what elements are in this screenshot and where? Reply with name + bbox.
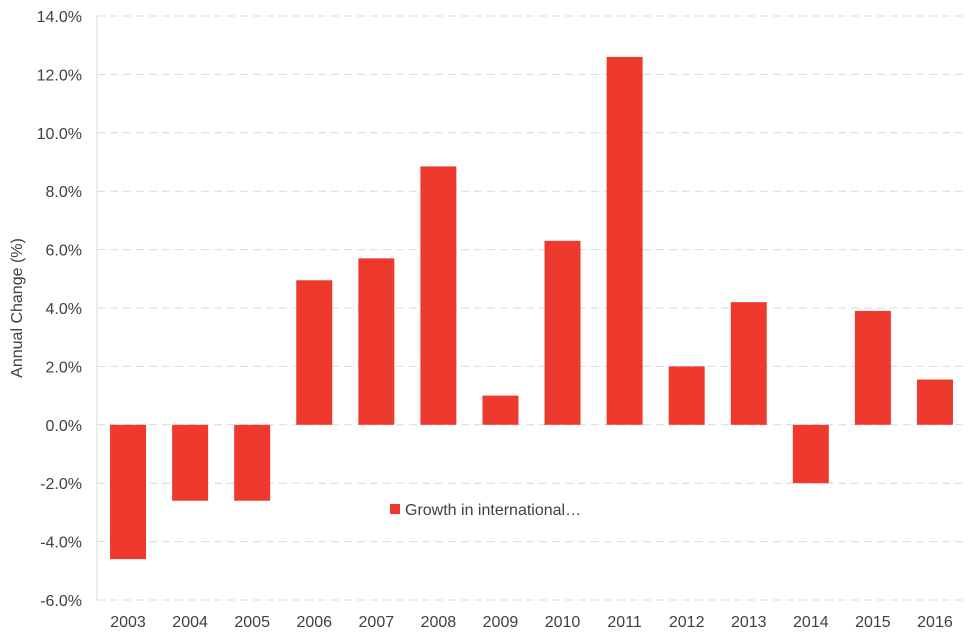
bar-2007: [358, 258, 395, 425]
bar-2011: [606, 56, 643, 425]
bar-2005: [234, 424, 271, 501]
y-tick-label: 14.0%: [37, 9, 82, 26]
y-axis-title: Annual Change (%): [9, 238, 26, 378]
bar-2010: [544, 240, 581, 425]
bar-2012: [668, 366, 705, 425]
x-tick-label: 2009: [483, 614, 519, 631]
y-tick-label: 2.0%: [46, 359, 82, 376]
legend: Growth in international…: [390, 502, 581, 519]
y-tick-label: -4.0%: [40, 535, 82, 552]
y-tick-label: 12.0%: [37, 67, 82, 84]
y-tick-label: 10.0%: [37, 126, 82, 143]
y-tick-label: 8.0%: [46, 184, 82, 201]
x-tick-label: 2010: [545, 614, 581, 631]
bar-2015: [854, 310, 891, 425]
x-tick-label: 2008: [421, 614, 457, 631]
bars: [110, 56, 953, 560]
x-tick-label: 2004: [172, 614, 208, 631]
x-tick-label: 2015: [855, 614, 891, 631]
x-tick-label: 2016: [917, 614, 953, 631]
bar-2013: [730, 302, 767, 425]
legend-label: Growth in international…: [405, 502, 581, 519]
bar-2016: [916, 379, 953, 425]
x-tick-label: 2006: [296, 614, 332, 631]
y-tick-labels: -6.0% -4.0% -2.0% 0.0% 2.0% 4.0% 6.0% 8.0% 10.0%…: [37, 9, 82, 610]
bar-2003: [110, 424, 147, 560]
y-tick-label: -2.0%: [40, 476, 82, 493]
bar-2006: [296, 280, 333, 425]
y-tick-label: 4.0%: [46, 301, 82, 318]
y-tick-label: 6.0%: [46, 243, 82, 260]
x-tick-label: 2014: [793, 614, 829, 631]
bar-2008: [420, 166, 457, 425]
x-tick-labels: 2003 2004 2005 2006 2007 2008 2009 2010 2011 2012…: [110, 614, 953, 631]
y-tick-label: -6.0%: [40, 593, 82, 610]
x-tick-label: 2003: [110, 614, 146, 631]
y-tick-label: 0.0%: [46, 418, 82, 435]
legend-swatch: [390, 504, 400, 514]
bar-2004: [172, 424, 209, 501]
x-tick-label: 2012: [669, 614, 705, 631]
bar-2009: [482, 395, 519, 425]
x-tick-label: 2005: [234, 614, 270, 631]
x-tick-label: 2013: [731, 614, 767, 631]
x-tick-label: 2011: [607, 614, 642, 631]
x-tick-label: 2007: [359, 614, 395, 631]
bar-2014: [792, 424, 829, 484]
